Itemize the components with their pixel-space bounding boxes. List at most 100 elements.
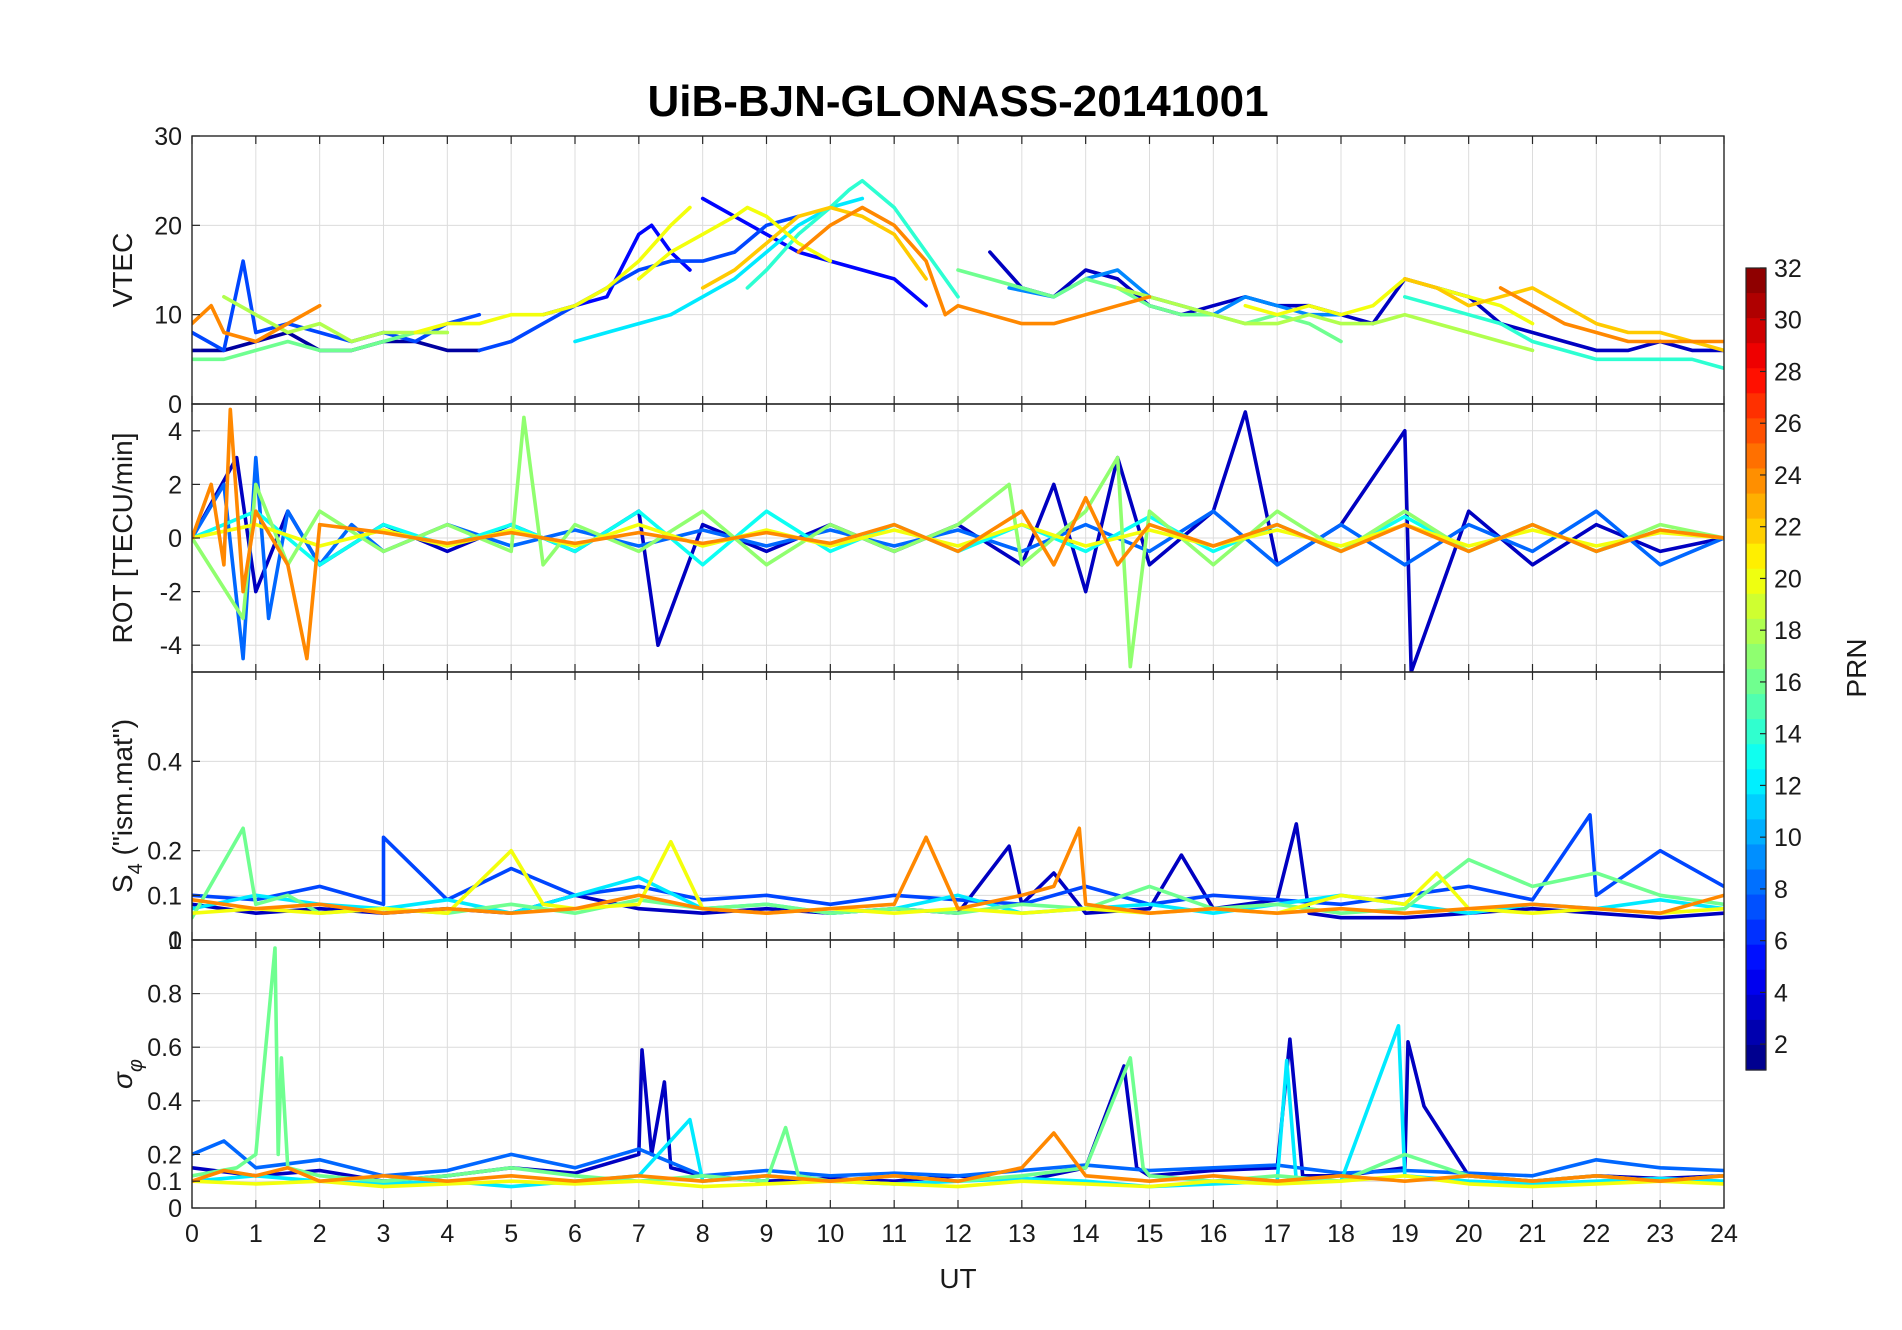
colorbar-tick-label: 30 — [1774, 307, 1802, 335]
series-prn-18 — [1115, 286, 1535, 353]
y-axis-label-s4: S4 ("ism.mat") — [107, 719, 147, 893]
colorbar-tick-label: 12 — [1774, 772, 1802, 800]
y-axis-label-sub: 4 — [125, 863, 147, 874]
y-axis-label-sub: φ — [125, 1059, 147, 1072]
colorbar-segment — [1746, 919, 1766, 946]
series-prn-24 — [1498, 286, 1724, 344]
colorbar-segment — [1746, 468, 1766, 495]
panel-rot: -4 -2 0 2 4 ROT [TECU/min] — [107, 403, 1725, 673]
panel-s4: 00.10.20.4S4 ("ism.mat") — [107, 671, 1725, 955]
colorbar-tick-label: 22 — [1774, 514, 1802, 542]
colorbar-frame — [1745, 267, 1767, 1071]
y-tick-label: 10 — [154, 302, 182, 330]
x-tick-label: 22 — [1582, 1220, 1610, 1248]
series-prn-24 — [192, 303, 322, 344]
series-prn-14 — [745, 178, 960, 299]
colorbar-segment — [1746, 769, 1766, 795]
series-prn-24 — [192, 407, 1724, 661]
series-prn-7 — [477, 214, 801, 353]
y-tick-label: 1 — [168, 927, 182, 955]
series-group — [192, 946, 1724, 1189]
series-prn-20 — [192, 522, 1724, 548]
y-axis-label-rot: ROT [TECU/min] — [107, 432, 138, 643]
x-tick-label: 0 — [185, 1220, 199, 1248]
colorbar-tick-label: 20 — [1774, 565, 1802, 593]
x-tick-label: 2 — [313, 1220, 327, 1248]
colorbar-segment — [1746, 669, 1766, 695]
series-group — [192, 813, 1724, 920]
colorbar-segment — [1746, 343, 1766, 369]
colorbar-segment — [1746, 443, 1766, 470]
series-prn-24 — [192, 826, 1724, 916]
x-tick-label: 18 — [1327, 1220, 1355, 1248]
x-tick-label: 20 — [1455, 1220, 1483, 1248]
colorbar-tick-label: 28 — [1774, 358, 1802, 386]
x-tick-label: 4 — [440, 1220, 454, 1248]
x-tick-label: 15 — [1136, 1220, 1164, 1248]
colorbar-segment — [1746, 894, 1766, 921]
x-tick-label: 12 — [944, 1220, 972, 1248]
y-tick-label: 20 — [154, 212, 182, 240]
series-prn-22 — [700, 205, 928, 290]
colorbar-segment — [1746, 1044, 1766, 1071]
x-axis-label: UT — [939, 1263, 976, 1294]
series-prn-20 — [636, 205, 833, 281]
colorbar-tick-label: 14 — [1774, 721, 1802, 749]
chart-title: UiB-BJN-GLONASS-20141001 — [647, 77, 1268, 126]
x-tick-label: 3 — [377, 1220, 391, 1248]
series-prn-14 — [1403, 294, 1724, 371]
y-tick-label: 0.2 — [147, 838, 182, 866]
y-axis-label-vtec: VTEC — [107, 233, 138, 308]
y-tick-label: 0.1 — [147, 882, 182, 910]
series-prn-20 — [413, 205, 692, 335]
colorbar-tick-label: 32 — [1774, 255, 1802, 283]
colorbar-segment — [1746, 543, 1766, 570]
colorbar-tick-label: 10 — [1774, 824, 1802, 852]
colorbar-segment — [1746, 869, 1766, 896]
x-tick-label: 8 — [696, 1220, 710, 1248]
colorbar-label: PRN — [1841, 638, 1872, 697]
colorbar-segment — [1746, 694, 1766, 720]
y-tick-label: 0.6 — [147, 1034, 182, 1062]
colorbar-tick-label: 24 — [1774, 462, 1802, 490]
series-prn-3 — [988, 250, 1724, 353]
y-tick-label: 0.4 — [147, 1088, 182, 1116]
colorbar-segment — [1746, 593, 1766, 620]
colorbar-segment — [1746, 1019, 1766, 1046]
series-prn-16 — [192, 330, 450, 362]
colorbar-tick-label: 18 — [1774, 617, 1802, 645]
series-prn-20 — [192, 839, 1724, 916]
x-tick-label: 9 — [760, 1220, 774, 1248]
colorbar-segment — [1746, 493, 1766, 520]
colorbar-segment — [1746, 643, 1766, 670]
y-tick-label: 0.4 — [147, 748, 182, 776]
x-tick-label: 1 — [249, 1220, 263, 1248]
colorbar-segment — [1746, 994, 1766, 1021]
series-group — [192, 407, 1724, 672]
x-tick-label: 5 — [504, 1220, 518, 1248]
colorbar-segment — [1746, 744, 1766, 770]
colorbar-tick-label: 8 — [1774, 876, 1788, 904]
y-tick-label: 4 — [168, 418, 182, 446]
colorbar-segment — [1746, 719, 1766, 745]
series-prn-24 — [192, 1131, 1724, 1183]
y-tick-label: 30 — [154, 123, 182, 151]
x-tick-label: 7 — [632, 1220, 646, 1248]
x-tick-label: 24 — [1710, 1220, 1738, 1248]
y-axis-label-sigma: σφ — [107, 1059, 147, 1089]
y-axis-label-main: σ — [107, 1071, 138, 1089]
colorbar-tick-label: 6 — [1774, 928, 1788, 956]
series-prn-20 — [192, 1174, 1724, 1189]
colorbar-segment — [1746, 844, 1766, 871]
colorbar-tick-label: 4 — [1774, 979, 1788, 1007]
series-prn-12 — [573, 196, 865, 344]
colorbar-tick-label: 16 — [1774, 669, 1802, 697]
colorbar-segment — [1746, 518, 1766, 545]
x-tick-label: 16 — [1199, 1220, 1227, 1248]
colorbar-segment — [1746, 318, 1766, 344]
y-axis-label-rest: ("ism.mat") — [107, 719, 138, 863]
colorbar-tick-label: 26 — [1774, 410, 1802, 438]
